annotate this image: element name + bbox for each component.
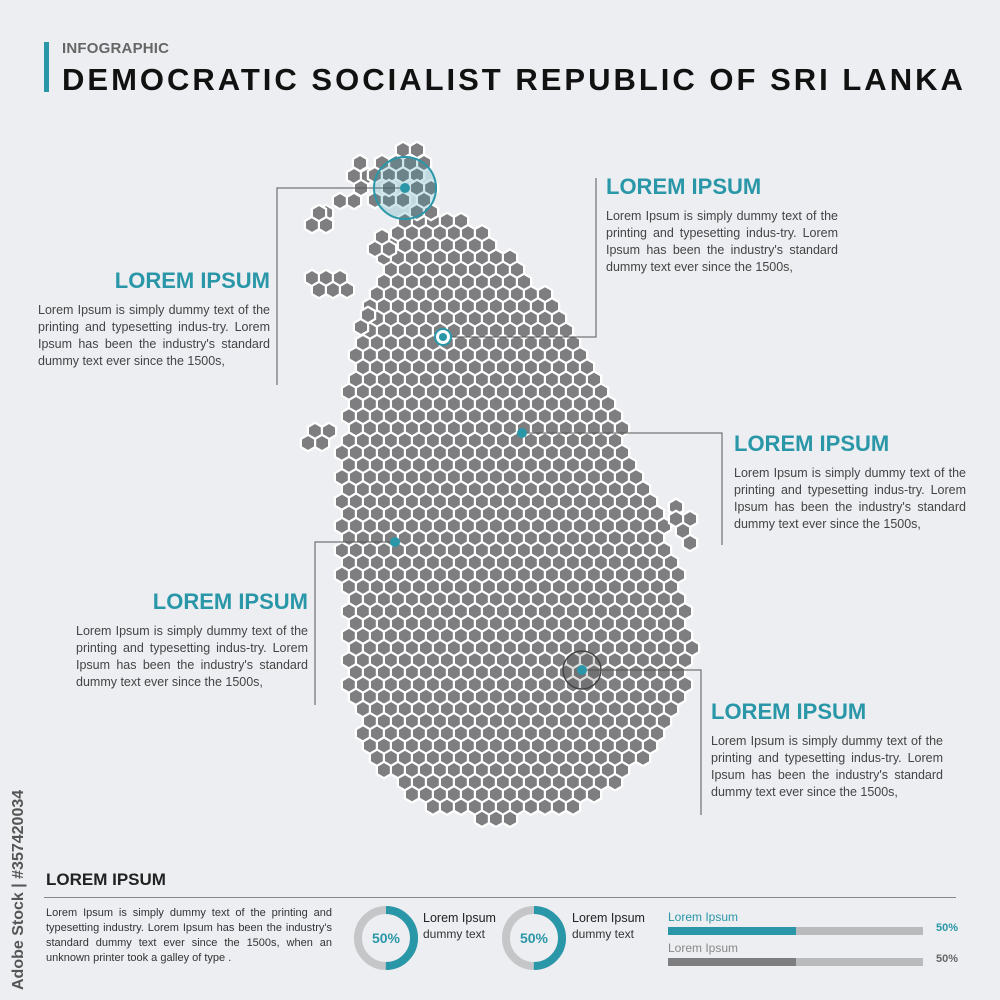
kicker-text: INFOGRAPHIC — [62, 40, 170, 57]
marker-dot-west — [390, 537, 400, 547]
progress-label: Lorem Ipsum — [668, 910, 739, 924]
progress-label: Lorem Ipsum — [668, 941, 739, 955]
map-hex-cell — [373, 153, 391, 173]
marker-dot-east — [517, 428, 527, 438]
leader-line-east — [522, 432, 723, 545]
map-hex-cell — [424, 797, 442, 817]
map-hex-cell — [550, 797, 568, 817]
donut-chart-2: 50% — [502, 906, 566, 970]
title-accent-bar — [44, 42, 49, 92]
map-hex-cell — [585, 784, 603, 804]
leader-line-north — [276, 187, 405, 385]
stock-id-watermark: Adobe Stock | #357420034 — [10, 760, 32, 990]
progress-percent: 50% — [935, 922, 958, 934]
map-hex-cell — [536, 797, 554, 817]
donut-label-title: Lorem Ipsum — [423, 911, 496, 925]
map-hex-cell — [324, 280, 342, 300]
stock-id-text: Adobe Stock | #357420034 — [10, 789, 27, 990]
callout-body: Lorem Ipsum is simply dummy text of the … — [711, 734, 943, 799]
map-hex-cell — [338, 280, 356, 300]
map-hex-cell — [375, 760, 393, 780]
callout-heading: LOREM IPSUM — [606, 174, 762, 199]
callout-north-west: LOREM IPSUM Lorem Ipsum is simply dummy … — [38, 268, 270, 370]
marker-dot-north — [400, 183, 410, 193]
map-hex-cell — [667, 497, 685, 517]
callout-body: Lorem Ipsum is simply dummy text of the … — [734, 466, 966, 531]
callout-heading: LOREM IPSUM — [114, 268, 270, 293]
leader-lines — [276, 178, 723, 815]
hex-grid — [299, 140, 701, 829]
map-hex-cell — [310, 203, 328, 223]
map-hex-cell — [634, 748, 652, 768]
callout-body: Lorem Ipsum is simply dummy text of the … — [606, 209, 838, 274]
map-hex-cell — [487, 809, 505, 829]
callout-east: LOREM IPSUM Lorem Ipsum is simply dummy … — [734, 431, 966, 533]
map-hex-cell — [522, 797, 540, 817]
donut-value: 50% — [520, 930, 549, 946]
map-hex-cell — [310, 280, 328, 300]
divider — [44, 897, 956, 898]
callout-heading: LOREM IPSUM — [734, 431, 890, 456]
donut-1-labels: Lorem Ipsum dummy text — [423, 910, 496, 942]
callout-heading: LOREM IPSUM — [152, 589, 308, 614]
marker-dot-south — [577, 665, 587, 675]
map-hex-cell — [408, 140, 426, 160]
donut-arc — [354, 906, 418, 970]
donut-label-title: Lorem Ipsum — [572, 911, 645, 925]
map-hex-cell — [681, 533, 699, 553]
progress-fill — [668, 927, 796, 935]
bottom-section-title: LOREM IPSUM — [46, 870, 166, 889]
callout-heading: LOREM IPSUM — [711, 699, 867, 724]
progress-percent: 50% — [935, 953, 958, 965]
callout-body: Lorem Ipsum is simply dummy text of the … — [76, 624, 308, 689]
map-hex-cell — [564, 797, 582, 817]
page-title: DEMOCRATIC SOCIALIST REPUBLIC OF SRI LAN… — [62, 62, 966, 97]
map-hex-cell — [380, 239, 398, 259]
map-hex-cell — [359, 305, 377, 325]
map-hex-cell — [331, 191, 349, 211]
map-hex-cell — [452, 797, 470, 817]
map-hex-cell — [473, 809, 491, 829]
progress-fill — [668, 958, 796, 966]
map-hex-cell — [501, 809, 519, 829]
donut-value: 50% — [372, 930, 401, 946]
map-hex-cell — [313, 433, 331, 453]
callout-body: Lorem Ipsum is simply dummy text of the … — [38, 303, 270, 368]
donut-2-labels: Lorem Ipsum dummy text — [572, 910, 645, 942]
donut-chart-1: 50% — [354, 906, 418, 970]
leader-line-south — [582, 669, 702, 815]
leader-line-north-east — [443, 178, 597, 338]
map-markers — [373, 156, 602, 690]
donut-label-subtitle: dummy text — [423, 927, 486, 941]
map-hex-cell — [366, 239, 384, 259]
map-hex-cell — [394, 140, 412, 160]
progress-track — [668, 958, 923, 966]
progress-bar-1: Lorem Ipsum 50% — [668, 910, 958, 935]
map-hex-cell — [438, 797, 456, 817]
bottom-description: Lorem Ipsum is simply dummy text of the … — [46, 907, 332, 964]
map-hex-cell — [403, 784, 421, 804]
progress-bar-2: Lorem Ipsum 50% — [668, 941, 958, 966]
donut-label-subtitle: dummy text — [572, 927, 635, 941]
marker-dot-north-east — [439, 333, 447, 341]
progress-track — [668, 927, 923, 935]
callout-south: LOREM IPSUM Lorem Ipsum is simply dummy … — [711, 699, 943, 801]
donut-arc — [502, 906, 566, 970]
leader-line-west — [314, 541, 395, 705]
map-hex-cell — [606, 772, 624, 792]
callout-north-east: LOREM IPSUM Lorem Ipsum is simply dummy … — [606, 174, 838, 276]
callout-west: LOREM IPSUM Lorem Ipsum is simply dummy … — [76, 589, 308, 691]
map-hex-cell — [345, 191, 363, 211]
map-hex-cell — [299, 433, 317, 453]
